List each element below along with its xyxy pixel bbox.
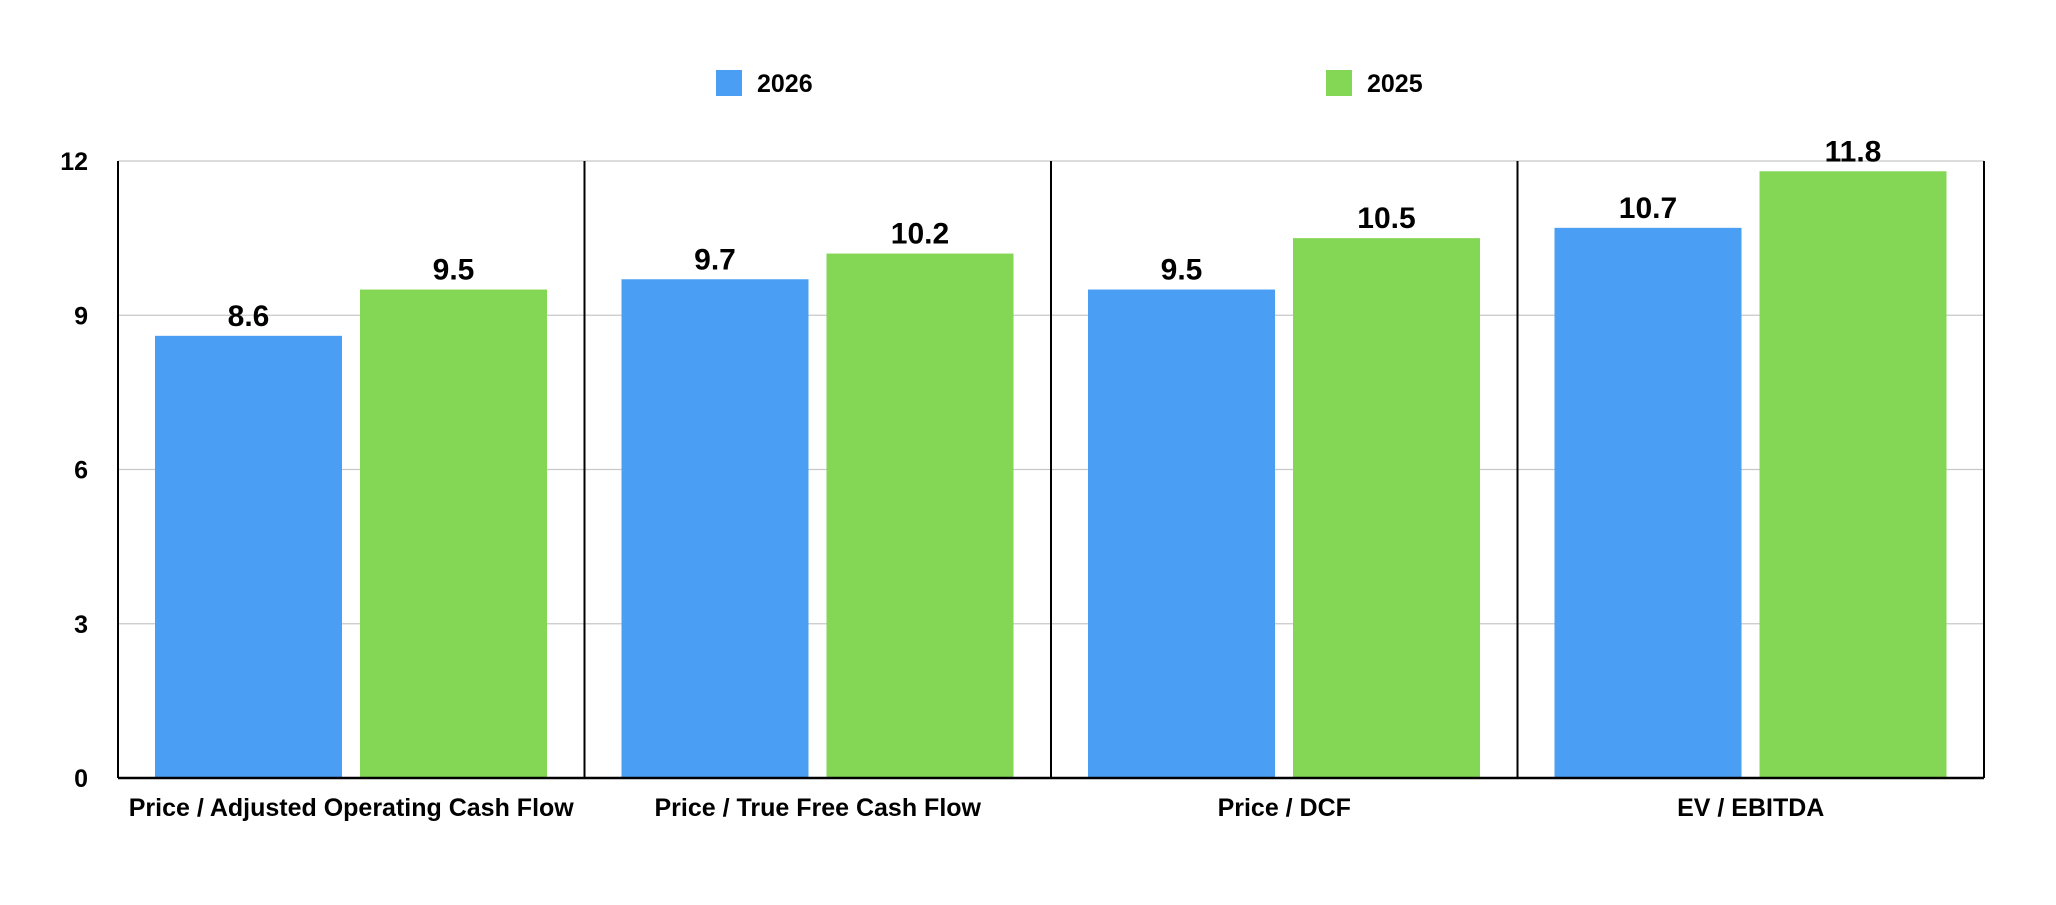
plot-frame bbox=[117, 161, 1985, 780]
x-category-label-3: EV / EBITDA bbox=[1677, 794, 1824, 822]
data-label-2026-3: 10.7 bbox=[1619, 192, 1677, 225]
y-tick-label-9: 9 bbox=[74, 302, 88, 330]
bar-2025-2 bbox=[1293, 238, 1480, 778]
x-axis-labels: Price / Adjusted Operating Cash Flow Pric… bbox=[129, 794, 1825, 822]
x-category-label-0: Price / Adjusted Operating Cash Flow bbox=[129, 794, 575, 822]
data-label-2025-2: 10.5 bbox=[1357, 202, 1415, 235]
legend-swatch-2026 bbox=[716, 70, 742, 96]
y-tick-label-3: 3 bbox=[74, 611, 88, 639]
bar-2025-3 bbox=[1759, 171, 1947, 779]
bar-2026-0 bbox=[155, 335, 342, 778]
legend-swatch-2025 bbox=[1326, 70, 1352, 96]
x-category-label-2: Price / DCF bbox=[1218, 794, 1351, 822]
data-label-2026-2: 9.5 bbox=[1161, 254, 1203, 287]
bar-2025-1 bbox=[826, 253, 1014, 779]
legend-label-2025: 2025 bbox=[1367, 70, 1423, 98]
data-label-2026-0: 8.6 bbox=[228, 300, 270, 333]
bar-2026-3 bbox=[1554, 227, 1742, 778]
y-tick-label-12: 12 bbox=[60, 148, 88, 176]
data-label-2025-1: 10.2 bbox=[891, 218, 949, 251]
legend: 2026 2025 bbox=[716, 70, 1423, 98]
legend-label-2026: 2026 bbox=[757, 70, 813, 98]
bars bbox=[155, 171, 1947, 779]
data-label-2025-0: 9.5 bbox=[433, 254, 475, 287]
bar-2026-1 bbox=[621, 279, 809, 778]
y-tick-label-6: 6 bbox=[74, 457, 88, 485]
data-labels: 8.6 9.5 9.7 10.2 9.5 10.5 10.7 11.8 bbox=[228, 135, 1882, 333]
y-axis-ticks: 0 3 6 9 12 bbox=[60, 148, 88, 793]
x-category-label-1: Price / True Free Cash Flow bbox=[654, 794, 981, 822]
bar-2025-0 bbox=[360, 289, 547, 778]
data-label-2026-1: 9.7 bbox=[694, 243, 736, 276]
data-label-2025-3: 11.8 bbox=[1825, 135, 1882, 168]
y-tick-label-0: 0 bbox=[74, 765, 88, 793]
bar-2026-2 bbox=[1088, 289, 1275, 778]
